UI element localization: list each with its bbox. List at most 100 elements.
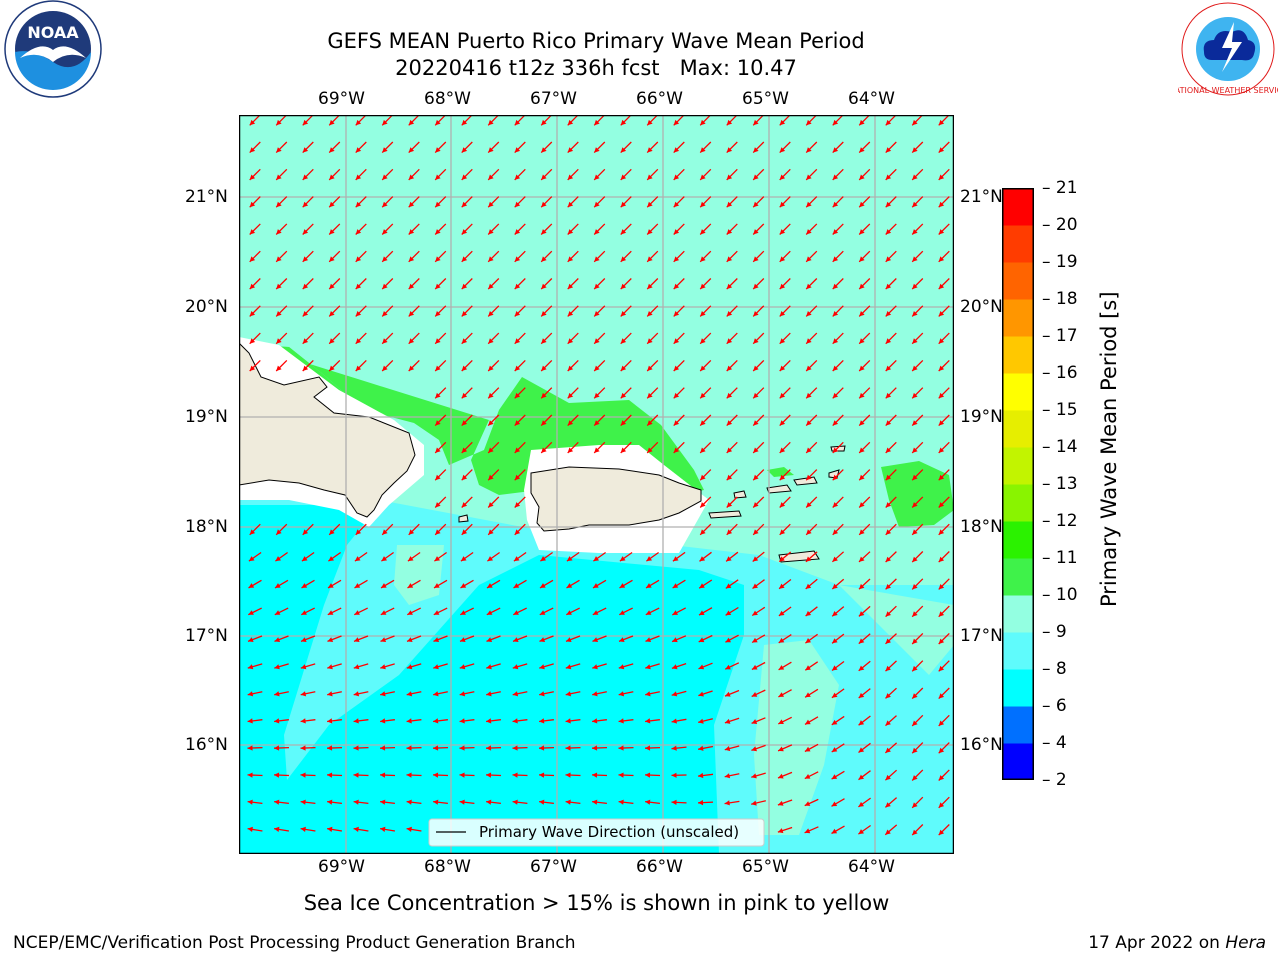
wave-arrow (752, 305, 765, 317)
wave-arrow (884, 769, 898, 781)
wave-arrow (566, 579, 580, 589)
wave-arrow (275, 332, 288, 345)
colorbar-tick-label: – 6 (1042, 696, 1067, 716)
wave-arrow (938, 441, 950, 454)
wave-arrow (273, 745, 290, 751)
wave-arrow (379, 826, 396, 832)
wave-arrow (514, 196, 526, 208)
wave-arrow (302, 196, 314, 208)
legend-label: Primary Wave Direction (unscaled) (479, 823, 739, 841)
map-panel: Primary Wave Direction (unscaled) (238, 114, 955, 855)
wave-arrow (353, 772, 369, 778)
wave-arrow (620, 441, 632, 454)
wave-arrow (249, 250, 261, 263)
wave-arrow (885, 305, 897, 317)
wave-arrow (884, 824, 898, 836)
wave-arrow (671, 690, 687, 697)
wave-arrow (408, 114, 420, 126)
wave-arrow (592, 607, 607, 616)
wave-arrow (381, 551, 394, 562)
wave-arrow (699, 387, 712, 399)
wave-arrow (539, 663, 554, 670)
wave-arrow (673, 168, 685, 181)
colorbar-swatch (1002, 410, 1034, 448)
wave-arrow (381, 196, 394, 208)
wave-arrow (433, 718, 448, 724)
wave-arrow (725, 579, 739, 589)
wave-arrow (514, 278, 526, 290)
wave-arrow (567, 305, 579, 317)
wave-arrow (408, 332, 420, 345)
wave-arrow (751, 661, 766, 671)
wave-arrow (538, 772, 555, 778)
wave-arrow (938, 578, 950, 590)
wave-arrow (858, 688, 871, 699)
wave-arrow (699, 196, 712, 208)
wave-arrow (592, 663, 607, 670)
map-title: GEFS MEAN Puerto Rico Primary Wave Mean … (327, 29, 865, 53)
wave-arrow (592, 718, 607, 724)
wave-arrow (911, 223, 924, 235)
nws-logo-text: NATIONAL WEATHER SERVICE (1178, 86, 1278, 95)
wave-arrow (911, 359, 924, 372)
wave-arrow (381, 305, 394, 317)
map-legend: Primary Wave Direction (unscaled) (428, 818, 765, 847)
wave-arrow (567, 141, 579, 154)
wave-arrow (726, 250, 738, 263)
wave-arrow (805, 633, 818, 644)
wave-arrow (248, 579, 262, 589)
wave-arrow (275, 523, 288, 536)
wave-arrow (724, 800, 740, 806)
wave-arrow (512, 691, 528, 697)
wave-arrow (514, 359, 526, 372)
wave-arrow (618, 691, 634, 697)
wave-arrow (726, 305, 738, 317)
wave-arrow (858, 824, 871, 835)
wave-arrow (274, 691, 289, 697)
wave-arrow (884, 797, 898, 808)
wave-arrow (911, 250, 924, 263)
wave-arrow (300, 772, 316, 778)
wave-arrow (938, 660, 950, 672)
wave-arrow (300, 718, 316, 724)
wave-arrow (354, 579, 368, 589)
wave-arrow (779, 196, 791, 208)
noaa-logo-icon: NOAA (4, 0, 102, 98)
wave-arrow (328, 305, 341, 317)
wave-arrow (355, 196, 367, 208)
lat-label-right-20n: 20°N (960, 297, 1003, 317)
wave-arrow (832, 114, 844, 126)
wave-arrow (805, 387, 818, 399)
wave-arrow (434, 551, 447, 562)
wave-arrow (406, 826, 422, 832)
wave-arrow (540, 223, 553, 235)
wave-arrow (911, 578, 924, 590)
wave-arrow (805, 250, 818, 263)
wave-arrow (300, 799, 316, 805)
wave-arrow (779, 114, 791, 126)
wave-arrow (831, 688, 845, 699)
wave-arrow (779, 305, 791, 317)
wave-arrow (673, 359, 685, 372)
wave-arrow (459, 663, 475, 670)
colorbar-swatch (1002, 262, 1034, 300)
wave-arrow (646, 141, 659, 154)
wave-arrow (938, 469, 950, 481)
wave-arrow (327, 691, 342, 697)
wave-arrow (327, 718, 342, 724)
wave-arrow (540, 114, 553, 126)
wave-arrow (938, 769, 950, 781)
wave-arrow (300, 745, 316, 751)
wave-arrow (328, 332, 341, 345)
wave-arrow (752, 414, 765, 427)
wave-arrow (302, 141, 314, 154)
colorbar-tick-label: – 11 (1042, 548, 1078, 568)
wave-arrow (804, 688, 819, 698)
wave-arrow (274, 635, 289, 643)
wave-arrow (804, 826, 819, 834)
colorbar-swatch (1002, 225, 1034, 263)
colorbar-tick-label: – 20 (1042, 215, 1078, 235)
wave-arrow (858, 551, 871, 563)
colorbar-swatch (1002, 299, 1034, 337)
wave-arrow (326, 826, 343, 832)
